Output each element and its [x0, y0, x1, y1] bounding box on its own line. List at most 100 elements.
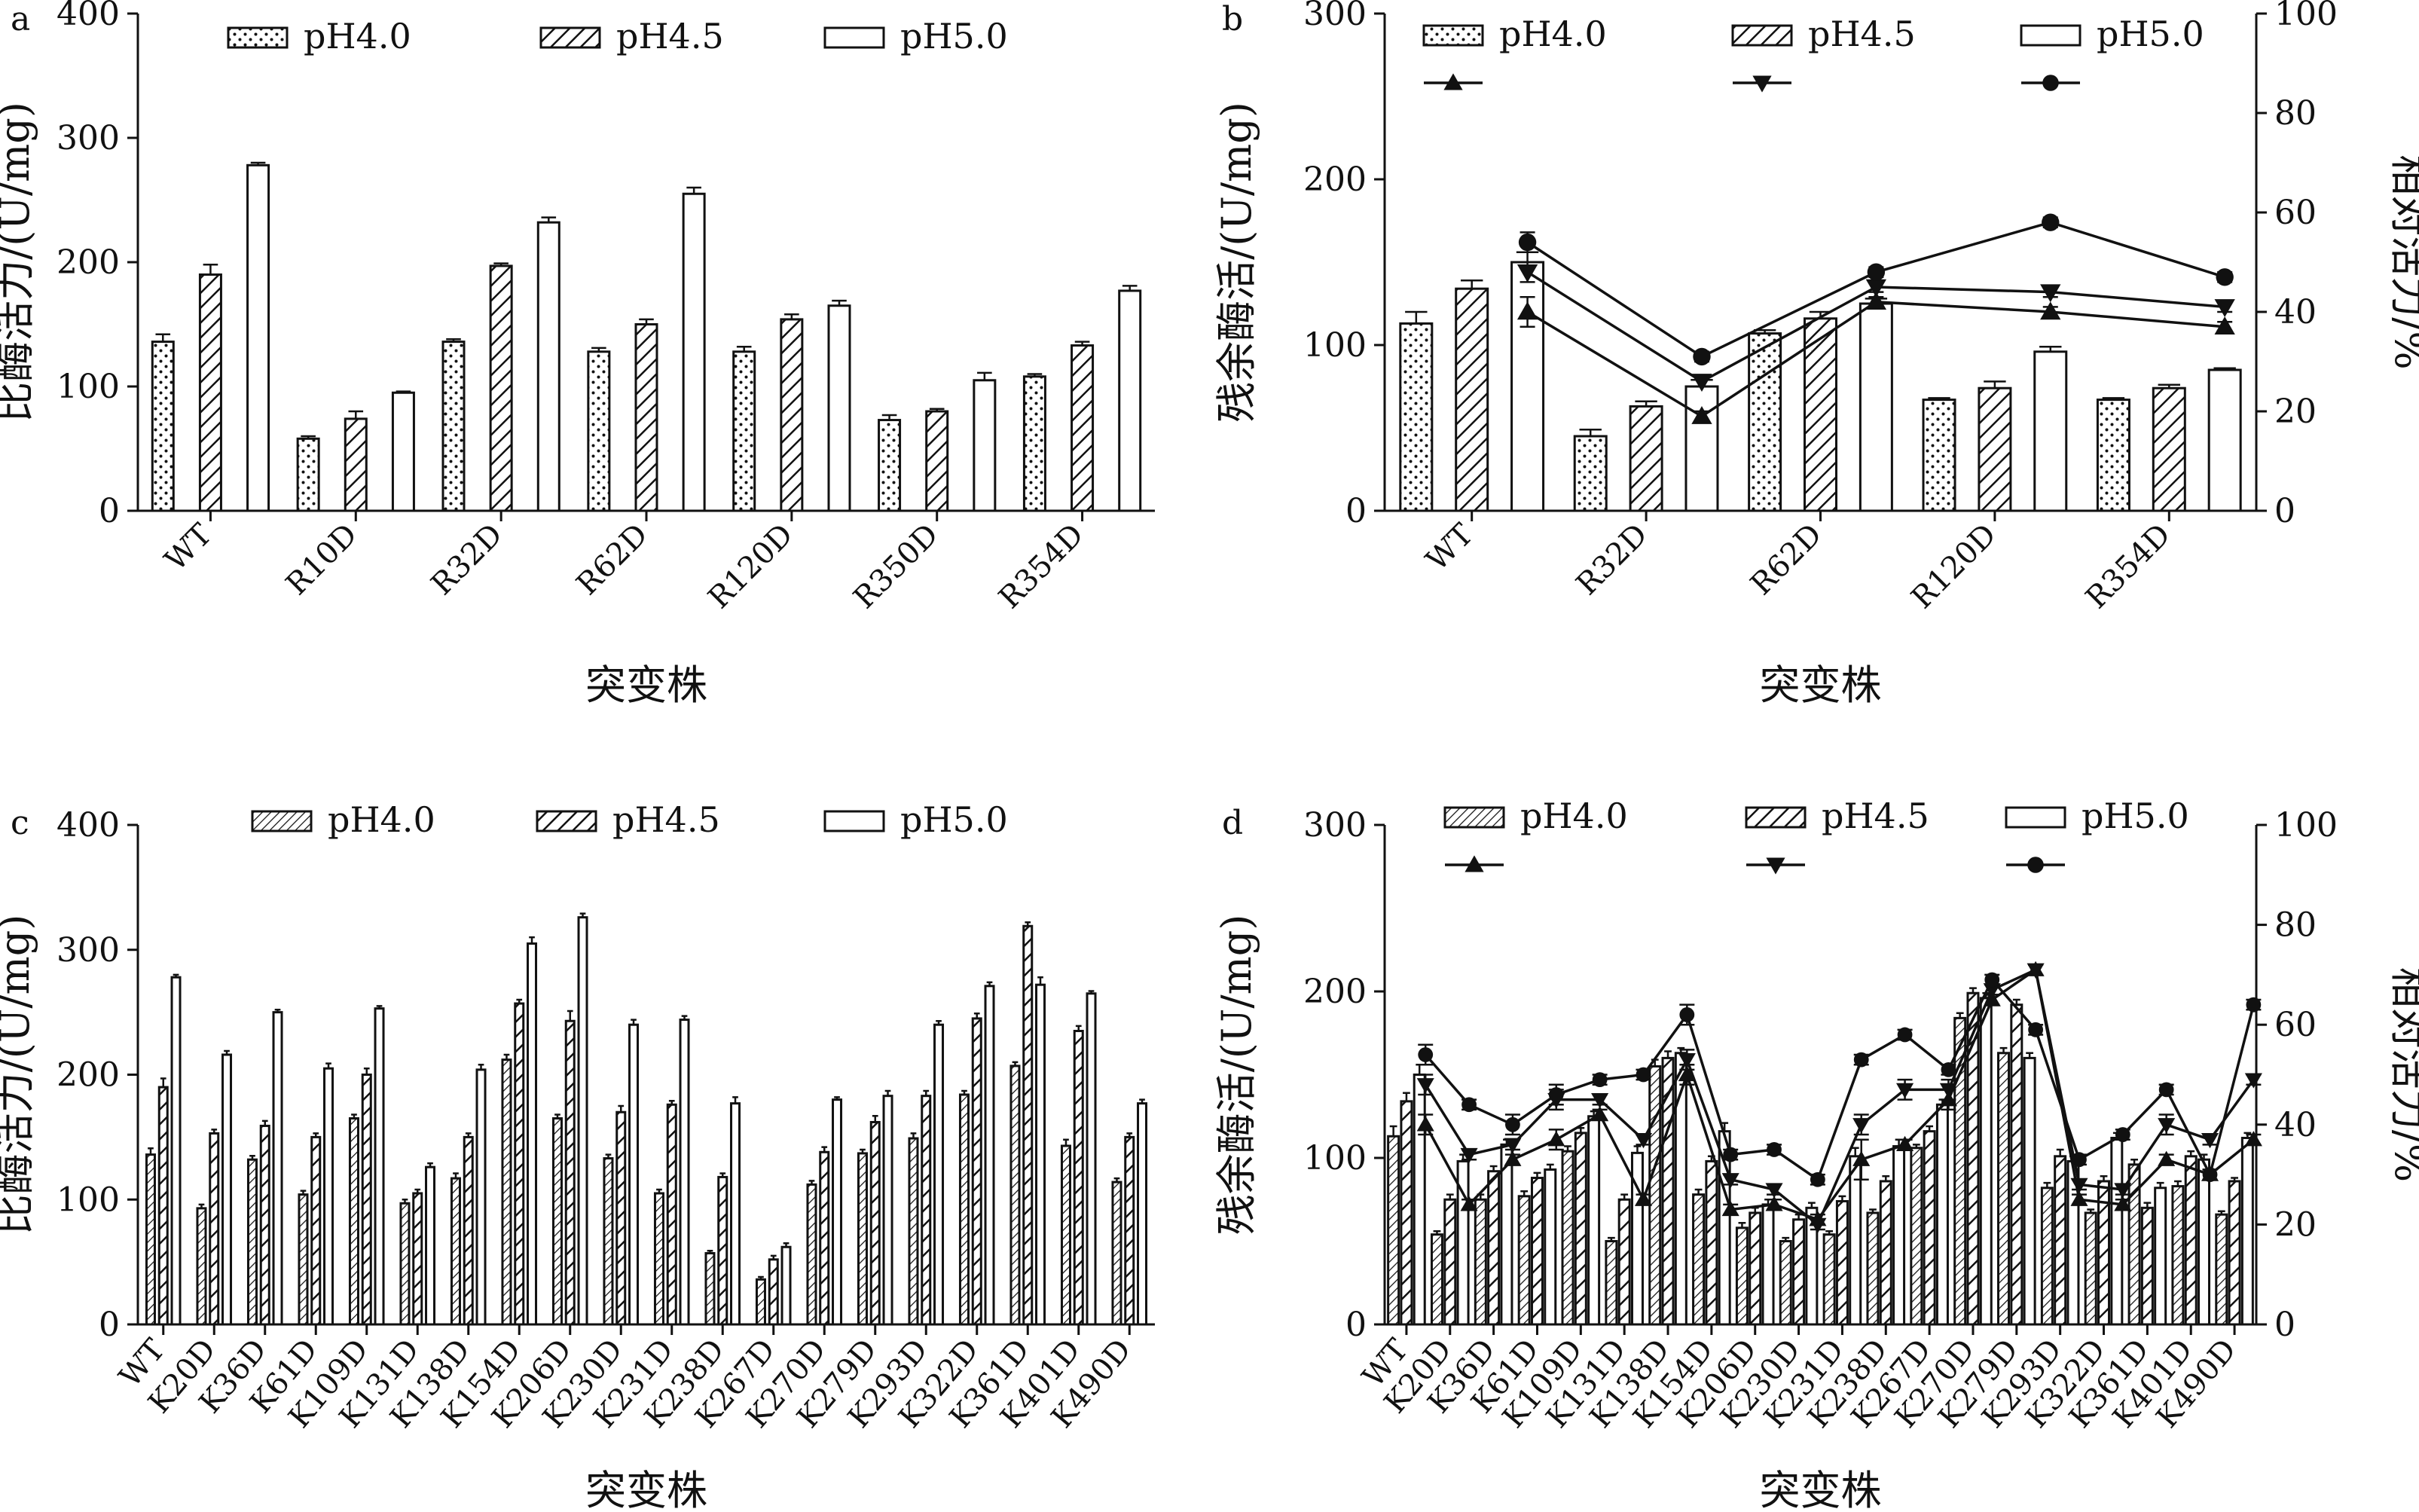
panel-letter: a — [11, 0, 30, 38]
bar-pH4.5-WT — [1455, 287, 1489, 512]
legend-label: pH5.0 — [900, 16, 1008, 57]
legend-label: pH4.5 — [616, 16, 724, 57]
error-bar — [427, 1162, 433, 1168]
x-tick-label: R120D — [701, 518, 799, 615]
error-bar — [300, 1190, 307, 1195]
line-point-pH5.0 — [2202, 1167, 2218, 1182]
bar-pH5.0-R354D — [1118, 289, 1142, 512]
error-bar — [1074, 341, 1090, 346]
bar-pH4.0-K206D — [1735, 1226, 1749, 1326]
line-point-pH4.5 — [1678, 1052, 1696, 1069]
bar-pH5.0-R32D — [536, 221, 560, 512]
legend-swatch-pH4.5 — [536, 810, 597, 832]
line-point-pH5.0 — [1461, 1097, 1477, 1113]
bar-pH4.0-K490D — [2215, 1213, 2228, 1326]
line-point-pH5.0 — [2072, 1152, 2087, 1168]
error-bar — [541, 216, 557, 223]
bar-pH5.0-K401D — [1086, 992, 1097, 1326]
bar-pH4.5-K270D — [819, 1150, 830, 1326]
bar-pH4.0-R120D — [1922, 399, 1956, 512]
line-point-pH4.5 — [1416, 1078, 1434, 1094]
line-point-pH4.0 — [1896, 1135, 1914, 1151]
error-bar — [1590, 1110, 1598, 1116]
bar-pH5.0-K230D — [628, 1023, 640, 1326]
line-point-pH5.0 — [1679, 1007, 1695, 1022]
error-bar — [860, 1148, 866, 1153]
error-bar — [503, 1053, 510, 1060]
line-point-pH4.5 — [2040, 284, 2061, 303]
error-bar — [1807, 1202, 1816, 1208]
line-point-pH4.5 — [2027, 963, 2045, 979]
y-tick-label: 300 — [1303, 806, 1367, 845]
error-bar — [923, 1089, 930, 1096]
bar-pH4.0-WT — [145, 1153, 156, 1326]
line-point-pH5.0 — [1505, 1116, 1520, 1132]
line-point-pH5.0 — [1418, 1047, 1434, 1062]
legend-label: pH4.5 — [1808, 14, 1916, 54]
error-bar — [1516, 251, 1539, 262]
bar-pH5.0-K361D — [2154, 1187, 2167, 1326]
bar-pH4.5-R354D — [1071, 344, 1095, 512]
error-bar — [929, 408, 945, 411]
line-point-pH4.5 — [1939, 1083, 1957, 1098]
line-point-pH4.0 — [1547, 1131, 1565, 1147]
x-tick-label: R10D — [279, 518, 364, 602]
bar-pH4.5-K138D — [463, 1135, 474, 1326]
error-bar — [1926, 1125, 1934, 1132]
legend-label: pH5.0 — [900, 799, 1008, 840]
x-tick-label: R354D — [2079, 518, 2177, 615]
y-axis-title: 比酶活力/(U/mg) — [0, 915, 38, 1236]
error-bar — [2012, 998, 2020, 1005]
error-bar — [732, 1096, 738, 1104]
y-tick-label: 200 — [57, 1056, 120, 1095]
error-bar — [784, 313, 799, 319]
error-bar — [516, 998, 523, 1004]
line-point-pH4.5 — [1809, 1217, 1827, 1233]
bar-pH4.5-K401D — [1073, 1029, 1084, 1326]
error-bar — [224, 1049, 230, 1055]
error-bar — [2056, 1148, 2064, 1156]
error-bar — [1433, 1229, 1441, 1235]
bar-pH4.5-R62D — [1804, 317, 1837, 512]
bar-pH4.5-K293D — [921, 1095, 932, 1326]
y2-tick-label: 20 — [2274, 393, 2317, 431]
line-point-pH4.5 — [1765, 1183, 1783, 1199]
line-point-pH4.0 — [1634, 1190, 1653, 1206]
error-bar — [301, 435, 316, 439]
legend-label: pH4.5 — [1822, 796, 1929, 836]
line-point-pH5.0 — [1810, 1171, 1825, 1187]
bar-pH5.0-K267D — [780, 1245, 792, 1326]
error-bar — [656, 1188, 662, 1193]
bar-pH4.5-K490D — [1124, 1135, 1135, 1326]
error-bar — [2200, 1153, 2208, 1160]
y-tick-label: 100 — [57, 1181, 120, 1219]
bar-pH4.5-K61D — [1530, 1177, 1544, 1326]
bar-pH4.5-WT — [1400, 1100, 1413, 1326]
bar-pH5.0-K490D — [2240, 1136, 2254, 1326]
y-tick-label: 300 — [1303, 0, 1367, 33]
error-bar — [1389, 1125, 1397, 1137]
y-axis-title: 残余酶活/(U/mg) — [1213, 915, 1260, 1236]
line-point-pH4.0 — [1416, 1116, 1434, 1132]
y-tick-label: 400 — [57, 806, 120, 845]
line-point-pH4.0 — [1678, 1065, 1696, 1082]
line-point-pH4.5 — [1852, 1118, 1871, 1134]
bar-pH4.0-K138D — [1648, 1065, 1662, 1326]
error-bar — [1882, 1175, 1890, 1181]
legend-label: pH4.0 — [1499, 14, 1607, 54]
line-point-pH4.5 — [2114, 1183, 2132, 1199]
line-series-pH4.0 — [1424, 967, 2255, 1221]
bar-pH4.5-K490D — [2228, 1180, 2241, 1326]
bar-pH5.0-K267D — [1935, 1103, 1949, 1326]
bar-pH4.0-K361D — [1009, 1065, 1021, 1326]
bar-pH4.5-K267D — [768, 1258, 779, 1326]
line-point-pH4.0 — [1865, 292, 1887, 310]
line-point-pH4.5 — [1896, 1083, 1914, 1098]
bar-pH5.0-K322D — [2110, 1136, 2124, 1326]
error-bar — [1139, 1098, 1145, 1104]
error-bar — [872, 1114, 878, 1123]
y-tick-label: 300 — [57, 931, 120, 970]
bar-pH5.0-K20D — [221, 1053, 233, 1326]
panel-letter: b — [1222, 0, 1243, 38]
